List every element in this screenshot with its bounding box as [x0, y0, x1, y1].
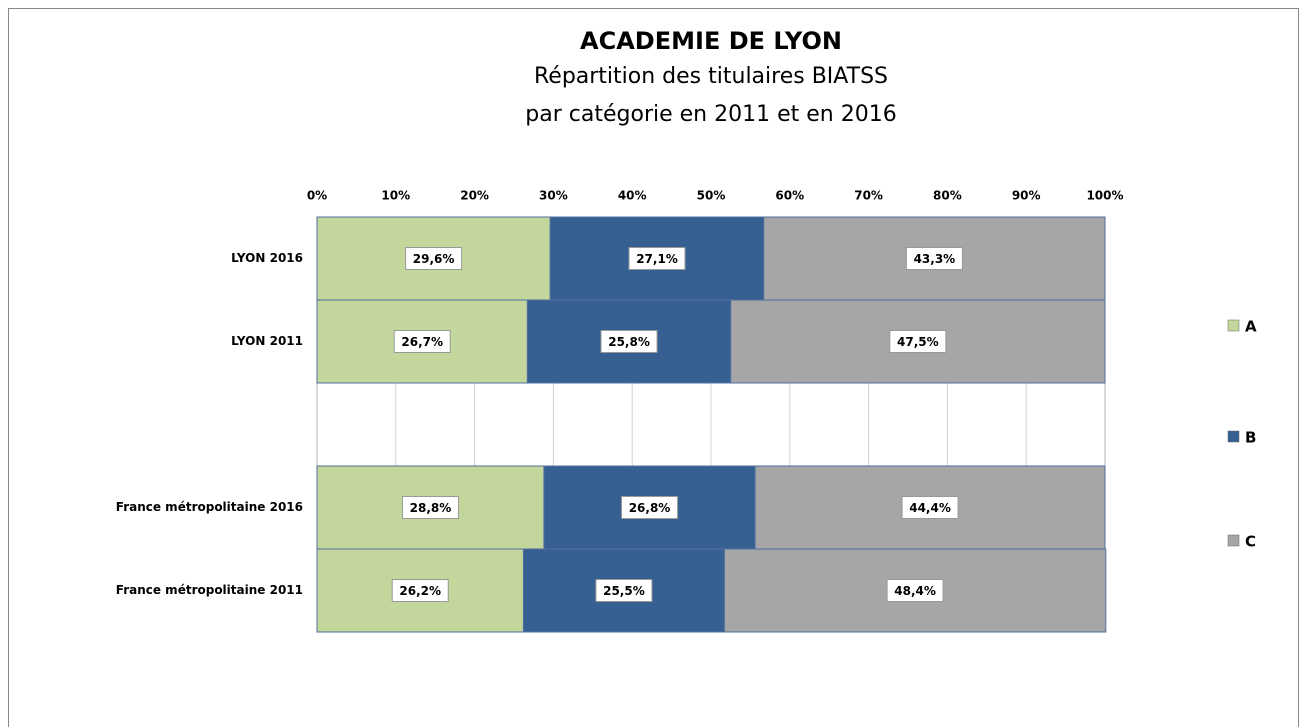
y-tick-label: France métropolitaine 2011 [116, 583, 303, 597]
x-tick-label: 70% [854, 189, 883, 203]
x-tick-label: 0% [307, 189, 327, 203]
x-tick-label: 30% [539, 189, 568, 203]
data-label-box [886, 579, 944, 602]
data-label: 26,7% [401, 335, 443, 349]
data-label-box [595, 579, 653, 602]
data-label-box [401, 496, 459, 519]
data-label-box [628, 247, 686, 270]
x-tick-label: 40% [618, 189, 647, 203]
data-label: 25,5% [603, 584, 645, 598]
chart-title: ACADEMIE DE LYON [580, 27, 842, 55]
legend-swatch [1227, 534, 1240, 547]
legend-swatch [1227, 430, 1240, 443]
data-label: 44,4% [909, 501, 951, 515]
x-tick-label: 100% [1086, 189, 1123, 203]
y-tick-label: LYON 2011 [231, 334, 303, 348]
data-label-box [889, 330, 947, 353]
data-label: 48,4% [894, 584, 936, 598]
x-tick-label: 20% [460, 189, 489, 203]
legend-label: C [1245, 533, 1256, 551]
x-tick-label: 90% [1012, 189, 1041, 203]
data-label: 47,5% [897, 335, 939, 349]
data-label: 26,2% [399, 584, 441, 598]
legend-label: A [1245, 318, 1257, 336]
data-label: 26,8% [629, 501, 671, 515]
data-label: 25,8% [608, 335, 650, 349]
data-label: 27,1% [636, 252, 678, 266]
y-tick-label: France métropolitaine 2016 [116, 500, 303, 514]
data-label-box [621, 496, 679, 519]
data-label: 29,6% [413, 252, 455, 266]
x-tick-label: 10% [381, 189, 410, 203]
x-tick-label: 50% [697, 189, 726, 203]
data-label-box [905, 247, 963, 270]
data-label-box [600, 330, 658, 353]
data-label-box [393, 330, 451, 353]
data-label-box [391, 579, 449, 602]
data-label-box [901, 496, 959, 519]
x-tick-label: 80% [933, 189, 962, 203]
legend-label: B [1245, 429, 1256, 447]
chart-subtitle: Répartition des titulaires BIATSS [534, 64, 888, 89]
legend-swatch [1227, 319, 1240, 332]
x-tick-label: 60% [775, 189, 804, 203]
data-label: 28,8% [410, 501, 452, 515]
chart-subtitle: par catégorie en 2011 et en 2016 [525, 102, 896, 127]
data-label: 43,3% [914, 252, 956, 266]
data-label-box [405, 247, 463, 270]
y-tick-label: LYON 2016 [231, 251, 303, 265]
